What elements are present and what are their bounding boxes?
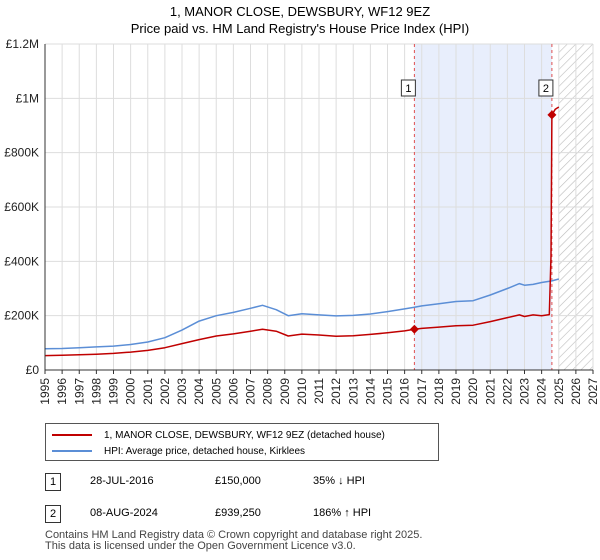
annotation-badge: 1 (45, 473, 61, 491)
x-tick-label: 1995 (38, 378, 52, 405)
y-tick-label: £800K (4, 146, 39, 160)
x-tick-label: 1997 (72, 378, 86, 405)
legend-swatch-property (52, 434, 92, 436)
x-tick-label: 2020 (466, 378, 480, 405)
sale-point (547, 110, 557, 120)
series-line-property (44, 106, 560, 357)
x-tick-label: 2017 (415, 378, 429, 405)
y-tick-label: £1.2M (6, 37, 39, 51)
x-tick-label: 2023 (518, 378, 532, 405)
x-tick-label: 2011 (312, 378, 326, 404)
y-tick-label: £600K (4, 200, 39, 214)
chart-subtitle: Price paid vs. HM Land Registry's House … (130, 21, 470, 36)
annotation-hpi: 186% ↑ HPI (313, 507, 372, 519)
x-tick-label: 2015 (381, 378, 395, 405)
x-tick-label: 2007 (244, 378, 258, 405)
x-tick-label: 2026 (569, 378, 583, 405)
y-tick-label: £0 (26, 363, 40, 377)
x-tick-label: 1999 (107, 378, 121, 405)
footer-line-1: Contains HM Land Registry data © Crown c… (45, 529, 423, 541)
x-tick-label: 2019 (449, 378, 463, 405)
x-tick-label: 2022 (500, 378, 514, 405)
x-tick-label: 2025 (552, 378, 566, 405)
x-tick-label: 2010 (295, 378, 309, 405)
x-tick-label: 2021 (483, 378, 497, 405)
footer: Contains HM Land Registry data © Crown c… (45, 530, 422, 552)
x-tick-label: 2002 (158, 378, 172, 405)
x-tick-label: 2001 (141, 378, 155, 405)
y-tick-label: £1M (16, 91, 39, 105)
series-line-hpi (44, 278, 559, 350)
annotation-price: £939,250 (215, 507, 261, 519)
sale-badge-label: 2 (543, 83, 549, 95)
annotation-date: 28-JUL-2016 (90, 475, 154, 487)
x-tick-label: 2003 (175, 378, 189, 405)
legend-item-hpi: HPI: Average price, detached house, Kirk… (52, 444, 305, 458)
chart-legend: 1, MANOR CLOSE, DEWSBURY, WF12 9EZ (deta… (45, 423, 439, 461)
annotation-price: £150,000 (215, 475, 261, 487)
x-tick-label: 2012 (329, 378, 343, 405)
chart-title: 1, MANOR CLOSE, DEWSBURY, WF12 9EZ (169, 4, 431, 19)
annotation-badge: 2 (45, 505, 61, 523)
x-tick-label: 2027 (586, 378, 600, 405)
legend-swatch-hpi (52, 450, 92, 452)
x-tick-label: 2016 (398, 378, 412, 405)
sale-badge (538, 79, 554, 97)
x-tick-label: 2009 (278, 378, 292, 405)
x-tick-label: 1998 (89, 378, 103, 405)
x-tick-label: 2004 (192, 378, 206, 405)
footer-line-2: This data is licensed under the Open Gov… (45, 540, 356, 552)
sale-badge-label: 1 (405, 83, 411, 95)
x-tick-label: 2024 (535, 378, 549, 405)
x-tick-label: 2018 (432, 378, 446, 405)
sale-point (409, 324, 419, 334)
annotation-hpi: 35% ↓ HPI (313, 475, 365, 487)
legend-item-property: 1, MANOR CLOSE, DEWSBURY, WF12 9EZ (deta… (52, 428, 385, 442)
x-tick-label: 2014 (363, 378, 377, 405)
annotation-date: 08-AUG-2024 (90, 507, 158, 519)
x-tick-label: 2013 (346, 378, 360, 405)
x-tick-label: 2005 (209, 378, 223, 405)
sale-badge (400, 79, 416, 97)
legend-label-hpi: HPI: Average price, detached house, Kirk… (104, 445, 306, 457)
x-tick-label: 1996 (55, 378, 69, 405)
x-tick-label: 2000 (124, 378, 138, 405)
y-tick-label: £400K (4, 254, 39, 268)
legend-label-property: 1, MANOR CLOSE, DEWSBURY, WF12 9EZ (deta… (104, 429, 385, 441)
x-tick-label: 2008 (261, 378, 275, 405)
x-tick-label: 2006 (226, 378, 240, 405)
y-tick-label: £200K (4, 309, 39, 323)
